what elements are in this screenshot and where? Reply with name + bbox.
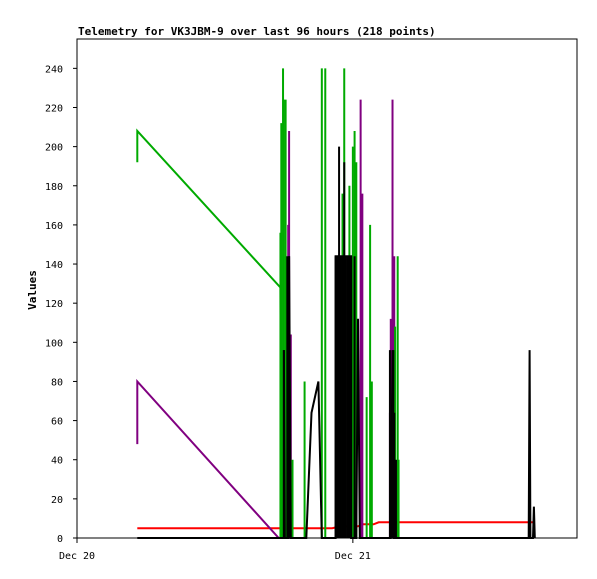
axis-layer: 0 20 40 60 80 100 120 140 160 180 200 220 240 Dec 20 D… bbox=[45, 64, 371, 562]
y-tick-label: 20 bbox=[51, 495, 63, 506]
series-3 bbox=[137, 146, 536, 539]
y-axis-label: Values bbox=[26, 270, 39, 310]
x-tick-label: Dec 21 bbox=[335, 551, 371, 562]
series-layer bbox=[136, 68, 536, 539]
y-tick-label: 40 bbox=[51, 456, 63, 467]
y-tick-label: 200 bbox=[45, 143, 63, 154]
y-tick-label: 100 bbox=[45, 338, 63, 349]
chart-title: Telemetry for VK3JBM-9 over last 96 hour… bbox=[78, 25, 436, 38]
y-tick-label: 0 bbox=[57, 534, 63, 545]
y-tick-label: 180 bbox=[45, 182, 63, 193]
y-tick-label: 220 bbox=[45, 103, 63, 114]
y-tick-label: 80 bbox=[51, 377, 63, 388]
x-tick-label: Dec 20 bbox=[59, 551, 95, 562]
plot-frame bbox=[76, 38, 578, 539]
y-tick-label: 140 bbox=[45, 260, 63, 271]
y-tick-label: 240 bbox=[45, 64, 63, 75]
y-tick-label: 120 bbox=[45, 299, 63, 310]
y-tick-label: 60 bbox=[51, 417, 63, 428]
y-tick-label: 160 bbox=[45, 221, 63, 232]
